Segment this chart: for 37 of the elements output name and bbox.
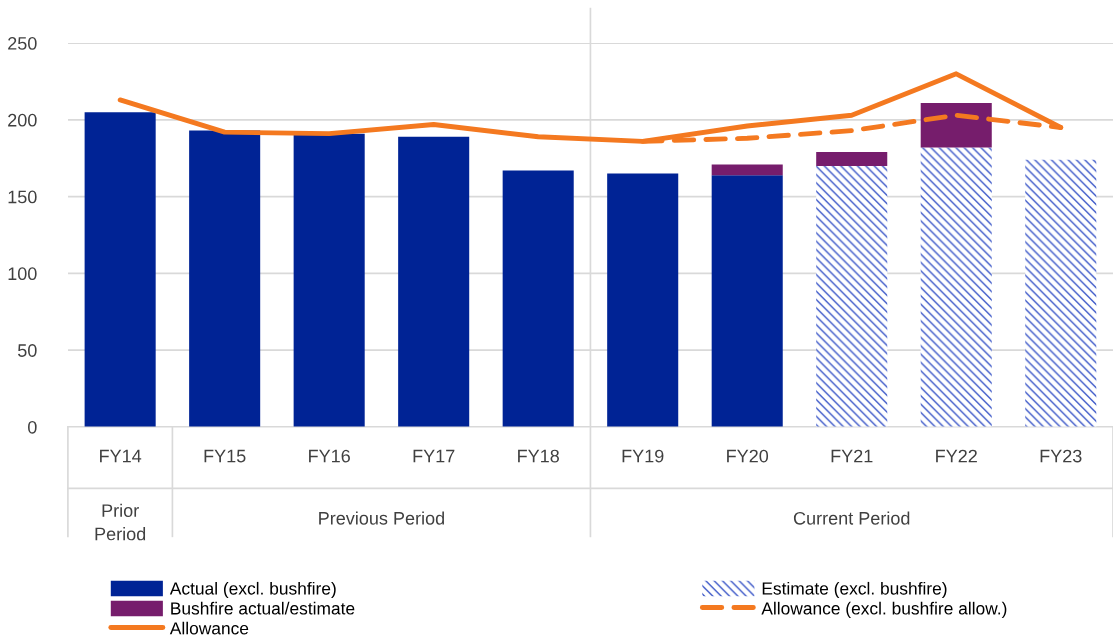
x-tick-label: FY15	[204, 449, 246, 463]
bar	[293, 133, 365, 427]
legend-label: Allowance (excl. bushfire allow.)	[761, 601, 1007, 618]
x-tick-label: FY16	[309, 449, 350, 463]
x-tick-label: FY18	[518, 449, 559, 463]
bar	[1025, 159, 1097, 427]
y-tick-label: 200	[8, 113, 37, 127]
bar	[398, 136, 470, 427]
y-tick-label: 250	[8, 37, 37, 50]
bar	[189, 130, 261, 427]
x-tick-label: FY14	[100, 449, 142, 463]
bar	[816, 152, 888, 166]
text: Prior Period	[95, 503, 146, 541]
x-tick-label: FY20	[727, 449, 769, 463]
bar	[84, 112, 156, 427]
y-tick-label: 0	[28, 420, 37, 434]
bar	[920, 102, 992, 148]
bar	[711, 164, 783, 176]
legend-label: Bushfire actual/estimate	[171, 601, 355, 615]
text: Previous Period	[319, 511, 444, 525]
x-tick-label: FY23	[1040, 449, 1082, 463]
bar	[607, 173, 679, 427]
y-tick-label: 150	[8, 190, 37, 204]
bar	[502, 170, 574, 427]
legend-label: Estimate (excl. bushfire)	[762, 581, 947, 599]
x-tick-label: FY22	[936, 449, 977, 463]
bar	[816, 165, 888, 427]
text: Current Period	[793, 511, 910, 525]
legend-label: Allowance	[169, 621, 249, 635]
x-tick-label: FY21	[831, 449, 873, 463]
x-tick-label: FY19	[622, 449, 664, 463]
y-tick-label: 50	[17, 344, 37, 357]
x-tick-label: FY17	[413, 449, 455, 463]
bar	[920, 147, 992, 427]
bar	[711, 175, 783, 427]
legend-label: Actual (excl. bushfire)	[169, 581, 336, 599]
y-tick-label: 100	[8, 267, 37, 281]
